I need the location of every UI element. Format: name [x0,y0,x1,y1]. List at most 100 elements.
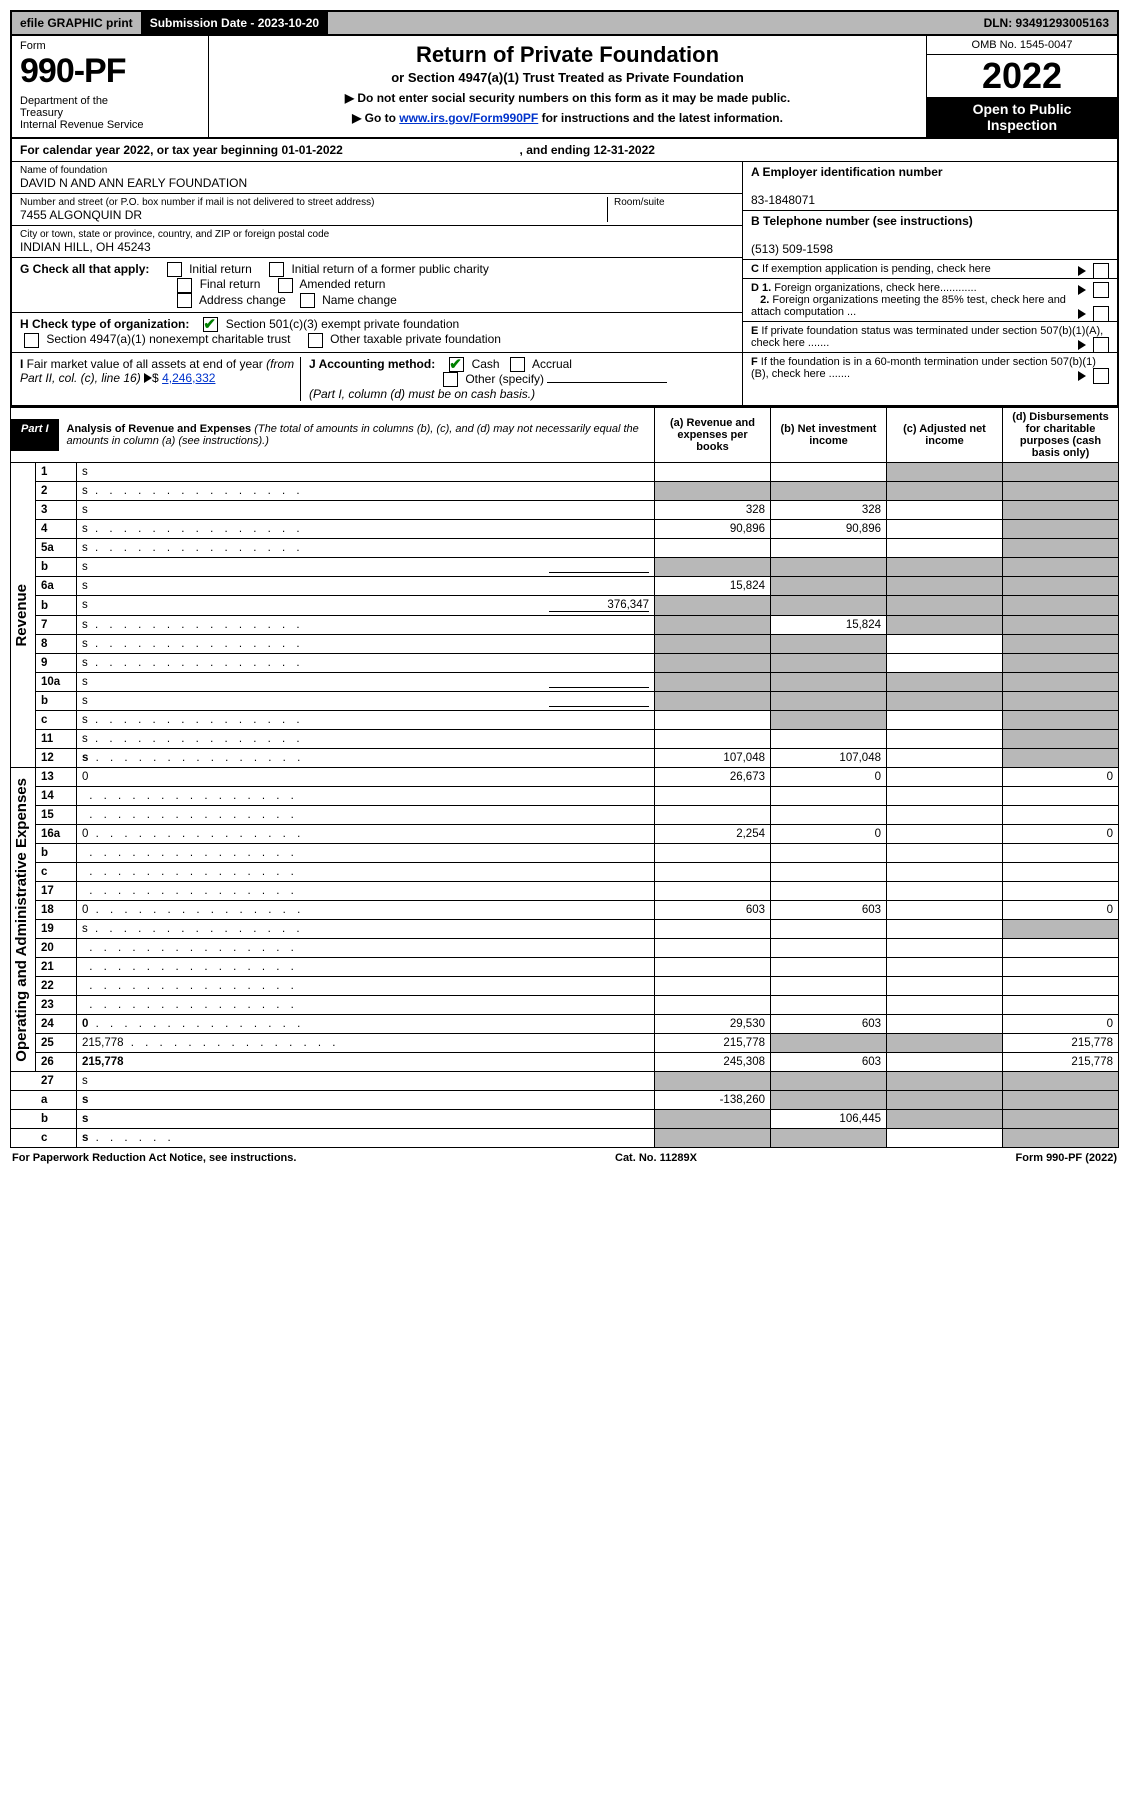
checkbox-501c3[interactable] [203,317,218,332]
f-cell: F If the foundation is in a 60-month ter… [743,353,1117,383]
table-cell: 0 [1003,901,1119,920]
table-cell [1003,616,1119,635]
table-cell: 0 [1003,768,1119,787]
table-cell [887,501,1003,520]
table-cell [771,558,887,577]
table-cell: 603 [655,901,771,920]
line-number: 10a [36,673,77,692]
analysis-title: Analysis of Revenue and Expenses [67,423,252,435]
checkbox-name-change[interactable] [300,293,315,308]
checkbox-f[interactable] [1093,368,1109,384]
table-cell [771,920,887,939]
cal-prefix: For calendar year 2022, or tax year begi… [20,143,281,157]
table-cell [771,730,887,749]
table-cell [1003,844,1119,863]
omb-number: OMB No. 1545-0047 [927,36,1117,55]
fmv-link[interactable]: 4,246,332 [162,371,215,385]
g-opt-4: Address change [199,293,286,307]
table-cell [655,635,771,654]
instructions-link[interactable]: www.irs.gov/Form990PF [399,111,538,125]
line-number: 2 [36,482,77,501]
table-cell [887,787,1003,806]
line-number: b [11,1110,77,1129]
table-cell [887,768,1003,787]
i-cell: I Fair market value of all assets at end… [20,357,301,402]
table-cell [655,977,771,996]
foundation-address: 7455 ALGONQUIN DR [20,208,142,222]
table-cell [655,844,771,863]
table-row: cs . . . . . . [11,1129,1119,1148]
table-cell [655,1072,771,1091]
table-cell: 2,254 [655,825,771,844]
h-opt-3: Other taxable private foundation [330,332,501,346]
line-description: s . . . . . . . . . . . . . . . [77,635,655,654]
c-cell: C If exemption application is pending, c… [743,260,1117,279]
table-cell: 603 [771,901,887,920]
info-grid: Name of foundation DAVID N AND ANN EARLY… [12,161,1117,405]
line-number: c [36,711,77,730]
checkbox-cash[interactable] [449,357,464,372]
checkbox-4947[interactable] [24,333,39,348]
line-description: s . . . . . . . . . . . . . . . [77,616,655,635]
line-description: s . . . . . . . . . . . . . . . [77,482,655,501]
foundation-name-cell: Name of foundation DAVID N AND ANN EARLY… [12,162,742,194]
g-check-row: G Check all that apply: Initial return I… [12,258,742,312]
checkbox-e[interactable] [1093,337,1109,353]
table-cell [887,482,1003,501]
line-description: 0 . . . . . . . . . . . . . . . [77,1015,655,1034]
table-cell: 0 [771,768,887,787]
line-number: 9 [36,654,77,673]
open-public-label: Open to PublicInspection [927,97,1117,137]
line-description: s . . . . . . . . . . . . . . . [77,749,655,768]
table-cell [887,1072,1003,1091]
checkbox-d1[interactable] [1093,282,1109,298]
table-cell [1003,939,1119,958]
table-cell [655,958,771,977]
table-cell: 215,778 [655,1034,771,1053]
checkbox-address-change[interactable] [177,293,192,308]
line-number: c [36,863,77,882]
table-row: 5as . . . . . . . . . . . . . . . [11,539,1119,558]
table-row: 12s . . . . . . . . . . . . . . .107,048… [11,749,1119,768]
table-row: bs [11,692,1119,711]
table-row: 11s . . . . . . . . . . . . . . . [11,730,1119,749]
table-row: 15 . . . . . . . . . . . . . . . [11,806,1119,825]
table-cell: 15,824 [771,616,887,635]
line-description: 215,778 . . . . . . . . . . . . . . . [77,1034,655,1053]
table-cell [771,463,887,482]
topbar: efile GRAPHIC print Submission Date - 20… [10,10,1119,36]
ein-cell: A Employer identification number 83-1848… [743,162,1117,211]
header-right: OMB No. 1545-0047 2022 Open to PublicIns… [926,36,1117,137]
table-cell: 0 [1003,825,1119,844]
checkbox-amended[interactable] [278,278,293,293]
part1-label: Part I [11,419,59,451]
checkbox-other-taxable[interactable] [308,333,323,348]
checkbox-accrual[interactable] [510,357,525,372]
checkbox-d2[interactable] [1093,306,1109,322]
checkbox-final-return[interactable] [177,278,192,293]
table-cell [887,730,1003,749]
table-cell [771,977,887,996]
table-cell [1003,596,1119,616]
table-row: 10as [11,673,1119,692]
table-cell: 328 [771,501,887,520]
table-row: 8s . . . . . . . . . . . . . . . [11,635,1119,654]
checkbox-initial-return[interactable] [167,262,182,277]
ein-label: A Employer identification number [751,165,943,179]
table-cell [1003,806,1119,825]
checkbox-initial-former[interactable] [269,262,284,277]
table-cell [771,539,887,558]
cal-begin: 01-01-2022 [281,143,342,157]
table-cell [1003,673,1119,692]
table-cell [1003,539,1119,558]
checkbox-other-method[interactable] [443,372,458,387]
table-cell [655,1110,771,1129]
checkbox-c[interactable] [1093,263,1109,279]
form-subtitle: or Section 4947(a)(1) Trust Treated as P… [219,70,916,85]
table-cell: 107,048 [771,749,887,768]
line-description: s [77,692,655,711]
line-number: 11 [36,730,77,749]
line-description: s . . . . . . . . . . . . . . . [77,654,655,673]
table-cell [1003,501,1119,520]
line-number: 19 [36,920,77,939]
